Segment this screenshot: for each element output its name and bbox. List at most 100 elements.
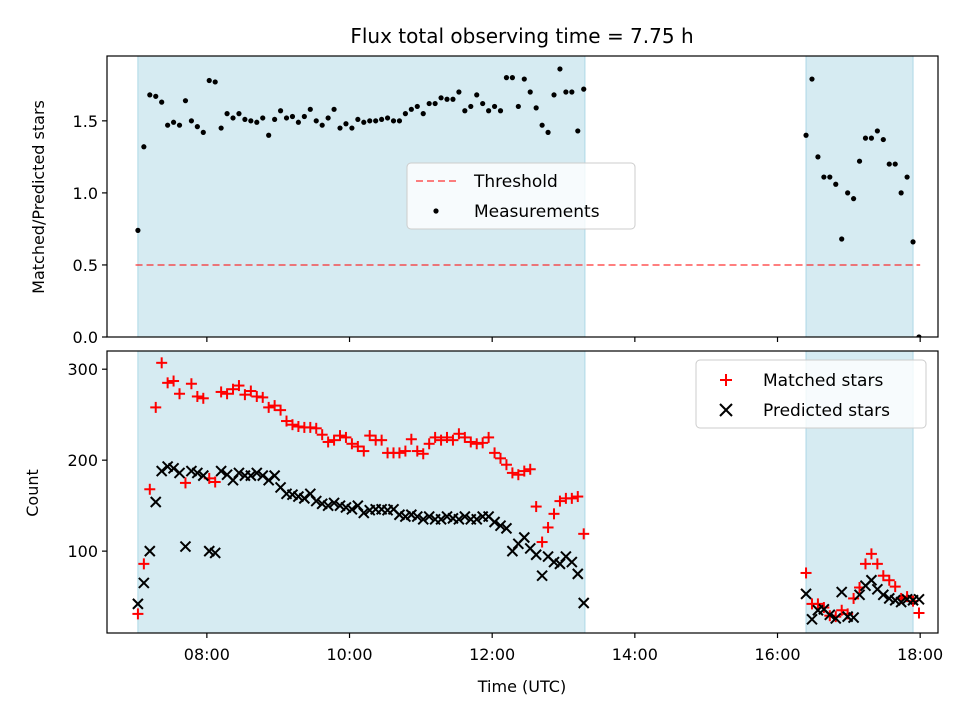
predicted-star-point	[830, 612, 842, 625]
bottom-legend-box	[695, 359, 927, 429]
bottom-legend: Matched stars Predicted stars	[695, 359, 927, 429]
matched-star-point	[530, 501, 542, 513]
matched-star-point	[191, 390, 203, 402]
measurement-point	[188, 118, 195, 124]
measurement-point	[206, 77, 212, 84]
measurement-point	[910, 239, 916, 245]
measurement-point	[147, 92, 153, 98]
top-y-tick-label: 0.5	[73, 256, 98, 275]
predicted-star-point	[578, 597, 590, 609]
matched-star-point	[358, 445, 370, 457]
measurement-point	[135, 227, 141, 233]
measurement-point	[581, 86, 587, 92]
x-tick-label: 16:00	[754, 645, 800, 664]
predicted-star-point	[459, 510, 471, 523]
measurement-point	[272, 116, 278, 123]
measurement-point	[153, 93, 159, 99]
measurement-point	[361, 119, 367, 125]
top-axes-frame	[106, 55, 939, 338]
matched-star-point	[477, 437, 489, 449]
measurement-point	[497, 108, 504, 114]
matched-star-point	[310, 422, 322, 434]
predicted-star-point	[132, 598, 144, 610]
measurement-point	[396, 118, 403, 124]
matched-star-point	[889, 581, 901, 593]
matched-star-point	[512, 469, 524, 481]
matched-star-point	[554, 495, 566, 507]
predicted-star-point	[322, 499, 334, 512]
matched-star-point	[185, 378, 197, 390]
predicted-star-point	[566, 556, 578, 568]
predicted-star-point	[824, 609, 836, 621]
predicted-star-point	[268, 469, 281, 482]
predicted-star-point	[358, 507, 370, 519]
matched-star-point	[489, 447, 501, 459]
predicted-star-point	[865, 574, 878, 586]
measurement-point	[503, 75, 510, 81]
measurement-point	[563, 89, 569, 95]
predicted-star-point	[209, 547, 221, 559]
x-tick-label: 18:00	[897, 645, 943, 664]
predicted-star-point	[423, 510, 435, 523]
measurement-point	[862, 135, 869, 141]
predicted-star-point	[847, 611, 860, 624]
predicted-star-point	[179, 540, 192, 553]
predicted-star-point	[191, 467, 204, 479]
matched-star-point	[447, 434, 459, 446]
matched-star-point	[179, 477, 191, 489]
measurement-point	[815, 154, 821, 160]
matched-star-point	[411, 445, 423, 457]
measurement-point	[551, 92, 557, 98]
matched-star-point	[800, 567, 812, 579]
measurement-point	[886, 161, 892, 167]
matched-star-point	[376, 434, 388, 446]
matched-star-point	[239, 389, 251, 401]
bottom-observing-span-0	[137, 351, 586, 633]
matched-star-point	[393, 447, 405, 459]
measurement-point	[277, 108, 284, 114]
measurement-point	[402, 111, 408, 117]
top-x-ticks	[206, 337, 921, 342]
predicted-star-point	[494, 519, 507, 532]
matched-star-point	[156, 357, 168, 369]
predicted-star-point	[895, 596, 907, 608]
measurement-point	[313, 118, 319, 124]
matched-star-point	[572, 491, 584, 503]
matched-star-point	[459, 431, 471, 443]
measurement-point	[509, 75, 515, 81]
matched-star-point	[429, 431, 441, 443]
predicted-star-point	[835, 586, 848, 598]
measurement-point	[349, 125, 355, 131]
matched-star-point	[441, 431, 453, 443]
measurement-point	[379, 116, 385, 123]
measurement-point	[898, 190, 904, 196]
chart-title: Flux total observing time = 7.75 h	[350, 24, 693, 48]
measurement-point	[456, 89, 462, 95]
matched-star-point	[328, 434, 340, 446]
top-y-ticks: 0.0 0.5 1.0 1.5	[73, 112, 107, 347]
predicted-star-point	[806, 613, 818, 626]
top-legend-box	[406, 162, 636, 230]
matched-star-point	[138, 558, 150, 570]
measurement-point	[480, 100, 486, 107]
matched-star-point	[150, 401, 162, 413]
measurement-point	[462, 108, 468, 114]
predicted-star-point	[877, 589, 890, 601]
predicted-star-point	[800, 588, 812, 600]
matched-star-point	[578, 528, 590, 540]
measurement-point	[521, 76, 527, 82]
measurement-point	[486, 108, 492, 114]
matched-star-point	[465, 436, 477, 448]
measurement-point	[165, 122, 171, 128]
measurement-point	[301, 113, 307, 120]
measurements-legend-label: Measurements	[474, 202, 600, 222]
matched-legend-label: Matched stars	[763, 371, 883, 391]
bottom-y-axis-label: Count	[23, 469, 42, 517]
matched-star-point	[423, 438, 435, 450]
measurement-point	[809, 76, 815, 82]
bottom-axes-frame	[106, 350, 939, 634]
matched-star-point	[168, 375, 180, 387]
measurement-points	[135, 66, 922, 337]
bottom-y-tick-label: 200	[67, 451, 98, 470]
